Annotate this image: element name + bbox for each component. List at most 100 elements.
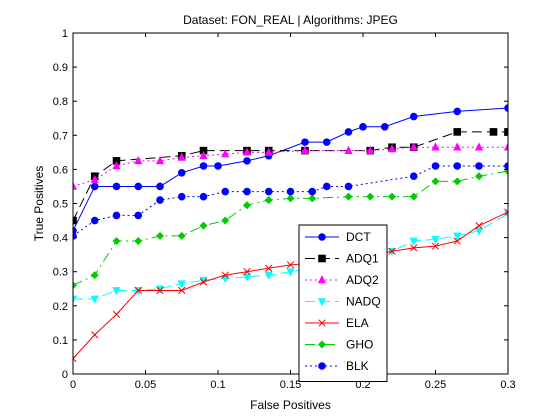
data-point-gho xyxy=(112,237,121,246)
legend-swatch-marker xyxy=(317,340,327,349)
data-point-adq2 xyxy=(387,144,397,153)
data-point-nadq xyxy=(73,295,78,304)
legend-swatch-marker xyxy=(317,298,327,307)
y-tick-label: 0.9 xyxy=(53,62,68,74)
series-adq2 xyxy=(73,142,508,190)
data-point-dct xyxy=(214,162,222,170)
legend-entry-nadq: NADQ xyxy=(305,295,381,309)
data-point-nadq xyxy=(431,236,440,245)
legend-label: BLK xyxy=(346,359,369,373)
data-point-ela xyxy=(410,244,418,252)
data-point-blk xyxy=(264,187,273,196)
data-point-adq1 xyxy=(73,216,77,225)
data-point-gho xyxy=(264,196,273,205)
y-tick-label: 0.1 xyxy=(53,335,68,347)
y-tick-label: 0.3 xyxy=(53,267,68,279)
legend-swatch-marker xyxy=(318,319,326,327)
legend-label: GHO xyxy=(346,338,373,352)
data-point-adq2 xyxy=(366,145,375,154)
data-point-ela xyxy=(475,222,483,230)
data-point-blk xyxy=(475,162,483,170)
data-point-dct xyxy=(301,138,309,146)
data-point-nadq xyxy=(112,287,121,296)
x-tick-label: 0 xyxy=(70,379,76,391)
data-point-nadq xyxy=(264,271,273,281)
data-point-blk xyxy=(453,162,462,170)
data-point-gho xyxy=(199,221,208,230)
data-point-gho xyxy=(134,237,143,246)
legend-swatch-marker xyxy=(318,233,326,241)
x-tick-label: 0.3 xyxy=(500,379,515,391)
data-point-ela xyxy=(73,355,77,363)
data-point-adq2 xyxy=(73,181,78,190)
series-line-gho xyxy=(73,170,508,286)
x-tick-label: 0.05 xyxy=(135,379,156,391)
data-point-nadq xyxy=(474,227,484,236)
legend-swatch-marker xyxy=(318,362,326,370)
data-point-nadq xyxy=(286,268,295,277)
y-tick-label: 0.6 xyxy=(53,164,68,176)
chart-title: Dataset: FON_REAL | Algorithms: JPEG xyxy=(183,13,398,27)
data-point-adq2 xyxy=(264,147,273,156)
data-point-adq2 xyxy=(300,145,310,154)
data-point-gho xyxy=(344,192,353,201)
legend-swatch-marker xyxy=(317,275,327,284)
data-point-adq2 xyxy=(474,142,484,151)
legend-label: ADQ1 xyxy=(346,252,379,266)
series-adq1 xyxy=(73,128,508,225)
data-point-dct xyxy=(322,138,331,146)
data-point-blk xyxy=(286,187,295,196)
legend-label: NADQ xyxy=(346,295,381,309)
data-point-blk xyxy=(156,196,164,204)
data-point-dct xyxy=(359,122,367,131)
legend-swatch-marker xyxy=(318,254,326,263)
x-tick-label: 0.1 xyxy=(210,379,225,391)
data-point-adq2 xyxy=(177,152,186,161)
y-tick-label: 0.8 xyxy=(53,96,68,108)
legend-entry-dct: DCT xyxy=(305,230,371,244)
plot-frame xyxy=(72,32,509,375)
data-point-gho xyxy=(366,192,375,201)
data-point-ela xyxy=(112,310,121,318)
data-point-blk xyxy=(431,162,440,170)
data-point-ela xyxy=(453,237,461,245)
data-point-blk xyxy=(134,211,143,220)
data-point-gho xyxy=(431,177,440,186)
data-point-adq2 xyxy=(155,155,165,165)
data-point-gho xyxy=(286,194,295,203)
data-point-ela xyxy=(221,271,229,279)
data-point-gho xyxy=(308,194,317,203)
legend-label: DCT xyxy=(346,230,371,244)
y-tick-label: 0.5 xyxy=(53,199,68,211)
data-point-dct xyxy=(112,182,121,191)
data-point-adq1 xyxy=(453,128,462,136)
y-tick-label: 0 xyxy=(62,369,68,381)
series-gho xyxy=(73,167,508,290)
data-point-gho xyxy=(177,231,186,240)
data-point-ela xyxy=(504,208,508,216)
data-point-ela xyxy=(156,286,164,295)
data-point-gho xyxy=(73,281,78,290)
data-point-blk xyxy=(112,211,121,220)
data-point-dct xyxy=(199,162,208,170)
y-tick-label: 0.4 xyxy=(53,233,68,245)
data-point-dct xyxy=(409,112,418,121)
data-point-nadq xyxy=(177,280,186,289)
data-point-gho xyxy=(155,231,165,240)
data-point-adq2 xyxy=(409,142,418,151)
data-point-blk xyxy=(177,192,186,201)
data-point-adq1 xyxy=(489,128,498,136)
data-point-ela xyxy=(134,286,142,295)
data-point-ela xyxy=(243,268,251,276)
data-point-gho xyxy=(90,271,99,280)
data-point-adq2 xyxy=(453,142,462,151)
data-point-dct xyxy=(453,107,462,116)
data-point-blk xyxy=(504,162,508,170)
data-point-adq2 xyxy=(344,145,353,154)
series-line-nadq xyxy=(73,213,508,300)
data-point-blk xyxy=(199,192,208,201)
legend-label: ELA xyxy=(346,316,369,330)
data-point-adq2 xyxy=(242,147,252,156)
data-point-blk xyxy=(221,187,230,196)
data-point-adq2 xyxy=(134,155,143,165)
